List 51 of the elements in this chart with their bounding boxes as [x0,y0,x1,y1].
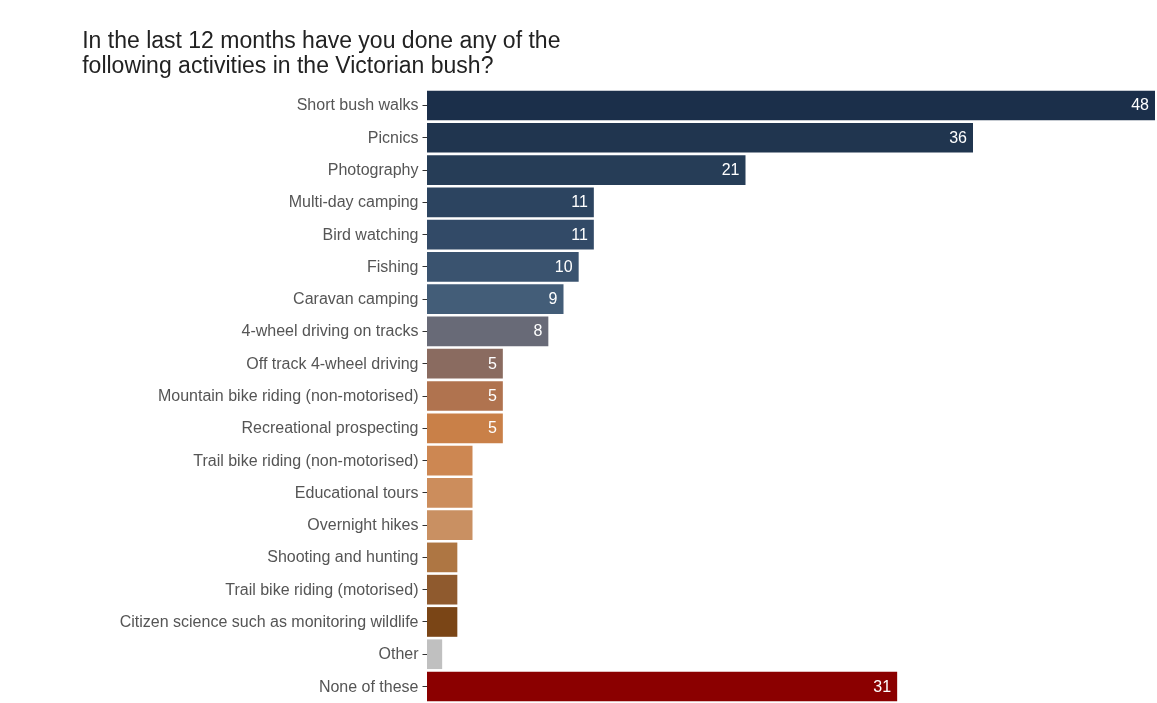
y-tick-label: Recreational prospecting [241,419,419,437]
bar [427,122,973,153]
bar [427,639,443,670]
y-tick-label: Citizen science such as monitoring wildlife [119,612,419,630]
y-tick-label: Educational tours [294,483,419,501]
y-tick-label: Short bush walks [296,96,419,114]
y-tick-label: Off track 4-wheel driving [246,354,419,372]
data-label: 5 [487,419,497,437]
bar [427,381,503,411]
bar [427,187,594,218]
data-label: 31 [873,677,892,695]
y-tick-label: 4-wheel driving on tracks [241,322,419,340]
y-tick-label: Fishing [366,257,419,275]
data-label: 9 [548,290,558,308]
data-label: 21 [721,161,740,179]
y-tick-label: Multi-day camping [288,193,419,211]
y-tick-label: Caravan camping [293,290,419,308]
bar [427,445,473,476]
bar [427,316,549,347]
data-label: 10 [554,257,573,275]
data-label: 11 [571,193,588,211]
bar [427,348,503,379]
bar [427,252,579,282]
y-tick-label: Photography [327,161,419,179]
data-label: 8 [533,322,543,340]
bar [427,510,473,540]
data-label: 11 [571,225,588,243]
y-tick-label: Shooting and hunting [267,548,419,566]
y-tick-label: Overnight hikes [307,516,419,534]
data-label: 5 [487,354,497,372]
bar [427,90,1155,121]
data-label: 36 [949,128,968,146]
y-tick-label: Mountain bike riding (non-motorised) [157,387,419,404]
y-tick-label: Trail bike riding (motorised) [225,580,419,598]
bar [427,671,898,702]
y-tick-label: Trail bike riding (non-motorised) [193,451,419,469]
bar [427,413,503,444]
bar [427,219,594,250]
chart-title: In the last 12 months have you done any of the following activities in the Victorian bush? [82,27,561,78]
bar [427,574,458,605]
y-tick-label: Other [378,645,420,663]
y-tick-label: None of these [318,677,419,695]
bar [427,542,458,573]
bar [427,284,564,315]
y-tick-label: Picnics [367,128,419,146]
data-label: 48 [1131,96,1150,114]
y-tick-label: Bird watching [322,225,419,243]
bar [427,155,746,185]
bar [427,477,473,508]
data-label: 5 [487,387,497,404]
bar [427,607,458,637]
